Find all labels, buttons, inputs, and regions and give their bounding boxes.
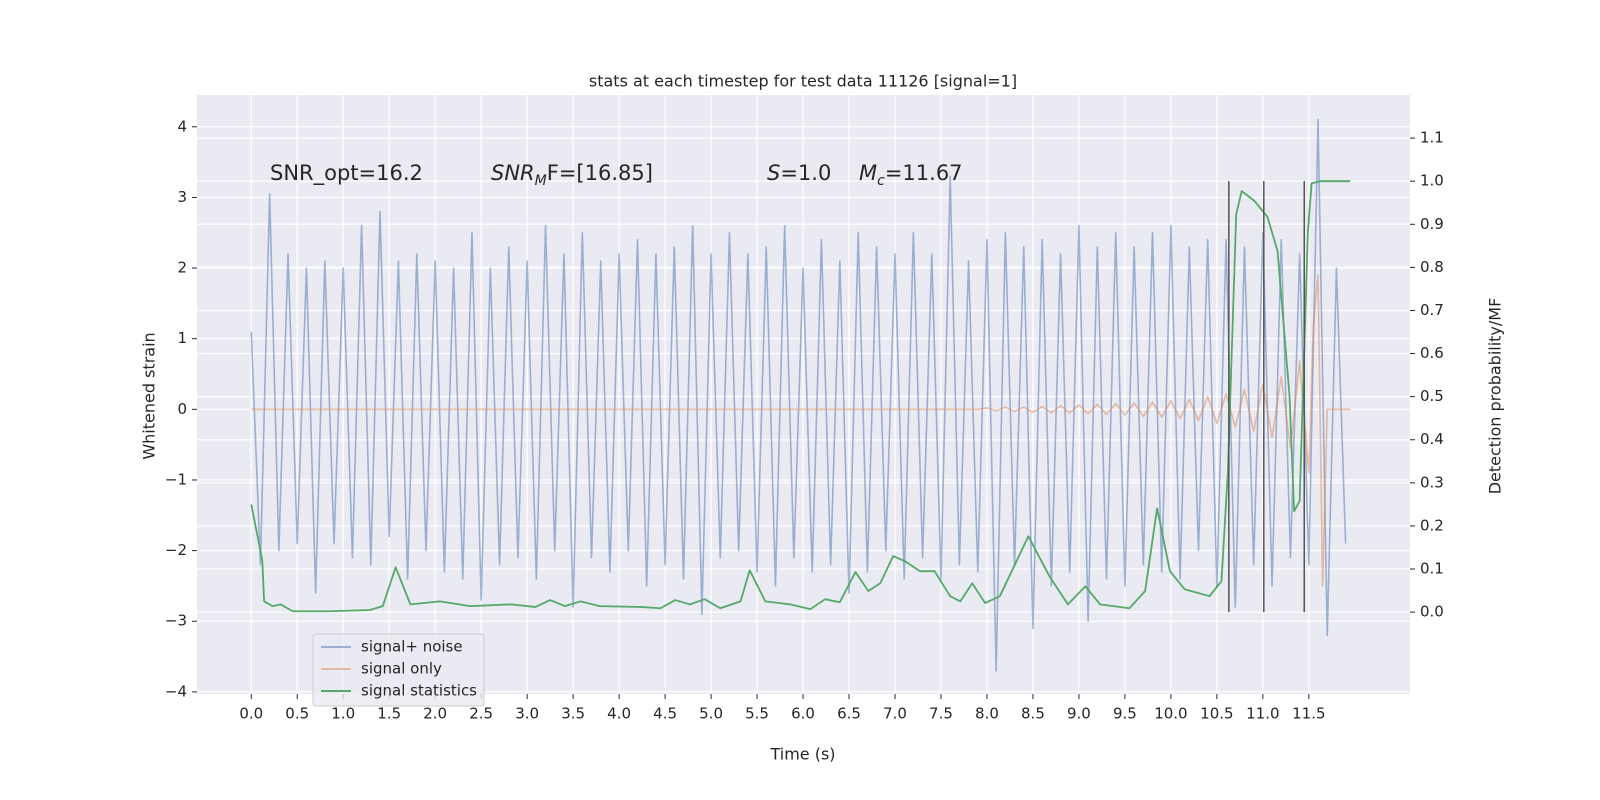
x-tick-label: 1.0 [331, 705, 355, 723]
x-tick-label: 10.5 [1200, 705, 1233, 723]
x-tick-label: 6.5 [837, 705, 861, 723]
x-tick-label: 3.0 [515, 705, 539, 723]
y2-tick-label: 0.0 [1420, 603, 1444, 621]
legend-box [312, 633, 485, 707]
x-tick-label: 7.0 [883, 705, 907, 723]
y2-tick-label: 0.3 [1420, 473, 1444, 491]
x-tick-label: 4.0 [607, 705, 631, 723]
annotation-part: M [535, 173, 547, 189]
x-tick-label: 10.0 [1154, 705, 1187, 723]
annotation-part: F=[16.85] [547, 161, 653, 185]
y2-tick-label: 1.1 [1420, 129, 1444, 147]
y-tick-label: −3 [165, 612, 187, 630]
y-tick-label: −1 [165, 470, 187, 488]
y-tick-label: 0 [177, 400, 187, 418]
chart-title: stats at each timestep for test data 111… [589, 72, 1017, 91]
annotation: SNR_opt=16.2 [270, 161, 423, 186]
y2-tick-label: 0.9 [1420, 215, 1444, 233]
x-tick-label: 5.5 [745, 705, 769, 723]
y2-tick-label: 0.4 [1420, 430, 1444, 448]
x-tick-label: 1.5 [377, 705, 401, 723]
annotation-part: =11.67 [885, 161, 963, 185]
y-axis-label: Whitened strain [140, 332, 159, 459]
x-tick-label: 9.5 [1113, 705, 1137, 723]
y2-tick-label: 0.7 [1420, 301, 1444, 319]
y2-axis-label: Detection probability/MF [1486, 298, 1505, 495]
annotation-part: SNR [491, 161, 535, 185]
x-tick-label: 5.0 [699, 705, 723, 723]
x-axis-label: Time (s) [769, 745, 835, 764]
legend-label: signal only [361, 660, 442, 678]
annotation-part: =1.0 [780, 161, 831, 185]
x-tick-label: 0.5 [285, 705, 309, 723]
annotation: S=1.0 [767, 161, 831, 185]
series-line [250, 180, 1351, 613]
annotation-part: M [859, 161, 877, 185]
legend-label: signal+ noise [361, 638, 463, 656]
y2-tick-label: 0.5 [1420, 387, 1444, 405]
series-line [250, 118, 1347, 672]
y2-tick-label: 0.1 [1420, 560, 1444, 578]
annotation-part: S [767, 161, 780, 185]
annotation-part: SNR_opt=16.2 [270, 161, 423, 186]
y-tick-label: −4 [165, 682, 187, 700]
x-tick-label: 2.0 [423, 705, 447, 723]
y2-tick-label: 0.2 [1420, 516, 1444, 534]
x-tick-label: 8.5 [1021, 705, 1045, 723]
series-line [251, 274, 1351, 587]
y-tick-label: 2 [177, 259, 187, 277]
x-tick-label: 11.0 [1246, 705, 1279, 723]
legend-label: signal statistics [361, 682, 477, 700]
x-tick-label: 4.5 [653, 705, 677, 723]
y-tick-label: 3 [177, 188, 187, 206]
annotation: Mc=11.67 [859, 161, 963, 189]
y2-tick-label: 0.6 [1420, 344, 1444, 362]
x-tick-label: 0.0 [239, 705, 263, 723]
x-tick-label: 11.5 [1292, 705, 1325, 723]
x-tick-label: 9.0 [1067, 705, 1091, 723]
y-tick-label: 4 [177, 117, 187, 135]
x-tick-label: 6.0 [791, 705, 815, 723]
x-tick-label: 7.5 [929, 705, 953, 723]
y2-tick-label: 1.0 [1420, 172, 1444, 190]
annotation: SNRMF=[16.85] [491, 161, 653, 189]
y-tick-label: −2 [165, 541, 187, 559]
y-tick-label: 1 [177, 329, 187, 347]
x-tick-label: 8.0 [975, 705, 999, 723]
annotation-part: c [877, 173, 885, 189]
x-tick-label: 2.5 [469, 705, 493, 723]
y2-tick-label: 0.8 [1420, 258, 1444, 276]
x-tick-label: 3.5 [561, 705, 585, 723]
